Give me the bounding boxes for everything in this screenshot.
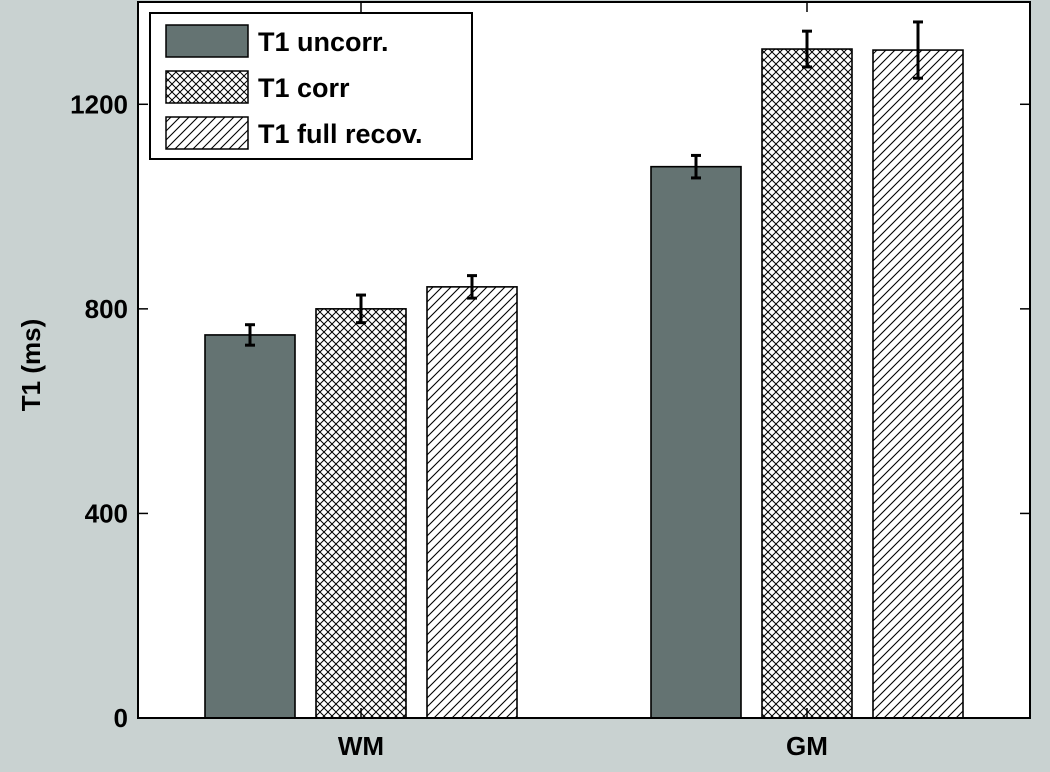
bar-wm-3 [426, 286, 518, 719]
bar-wm-1 [204, 334, 296, 719]
y-tick-label: 1200 [70, 89, 128, 119]
x-tick-label: GM [786, 731, 828, 761]
legend-label-2: T1 corr [258, 73, 350, 103]
legend: T1 uncorr. T1 corr T1 full recov. [149, 12, 473, 160]
bar-wm-2 [315, 308, 407, 719]
bars-layer [204, 20, 964, 719]
ticks-layer: WM GM 0 400 800 1200 [70, 2, 1030, 761]
legend-swatch-3 [165, 116, 249, 150]
y-tick-label: 800 [85, 294, 128, 324]
legend-label-3: T1 full recov. [258, 119, 423, 149]
legend-swatch-2 [165, 70, 249, 104]
y-tick-label: 400 [85, 498, 128, 528]
y-axis-label: T1 (ms) [16, 319, 46, 411]
bar-gm-3 [872, 49, 964, 719]
legend-label-1: T1 uncorr. [258, 27, 389, 57]
legend-swatch-1 [165, 24, 249, 58]
plot-frame [137, 1, 1031, 719]
y-tick-label: 0 [114, 703, 128, 733]
bar-gm-1 [650, 165, 742, 719]
bar-gm-2 [761, 48, 853, 719]
x-tick-label: WM [338, 731, 384, 761]
